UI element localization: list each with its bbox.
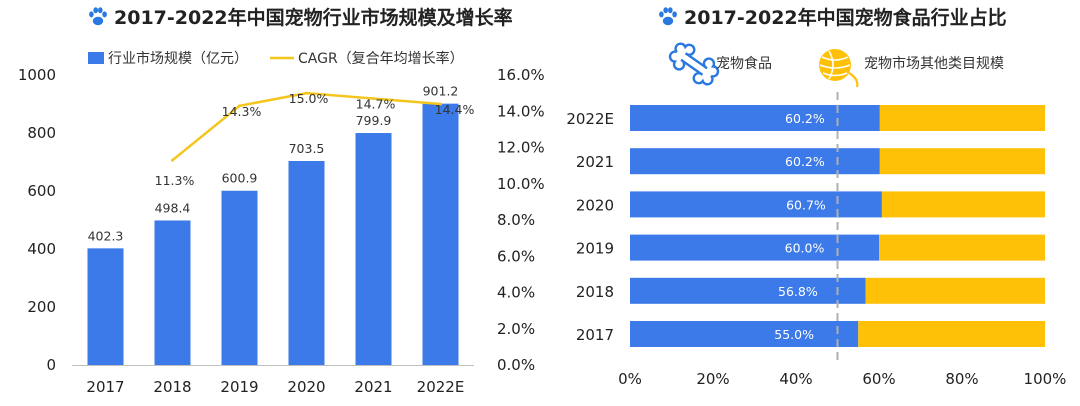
legend-food-label: 宠物食品 — [716, 55, 772, 72]
y-tick-label: 400 — [27, 240, 56, 258]
x-tick-label: 80% — [945, 370, 978, 388]
bar-other — [865, 277, 1045, 304]
y2-tick-label: 12.0% — [497, 139, 545, 157]
left-chart-title: 2017-2022年中国宠物行业市场规模及增长率 — [114, 6, 513, 29]
bar-food — [630, 277, 866, 304]
x-tick-label: 20% — [696, 370, 729, 388]
bar-food-data-label: 60.2% — [785, 154, 825, 169]
bar-food-data-label: 56.8% — [778, 284, 818, 299]
bar — [288, 160, 325, 365]
y2-tick-label: 10.0% — [497, 175, 545, 193]
x-tick-label: 2017 — [86, 378, 124, 396]
bar-data-label: 901.2 — [423, 84, 459, 99]
y2-tick-label: 16.0% — [497, 66, 545, 84]
yarn-ball-icon — [819, 49, 859, 88]
bar — [355, 133, 392, 365]
bar-other — [879, 105, 1045, 131]
y-tick-label: 600 — [27, 182, 56, 200]
bar-other — [881, 191, 1045, 218]
right-legend: 宠物食品 宠物市场其他类目规模 — [668, 42, 1004, 88]
cagr-data-label: 11.3% — [155, 173, 195, 188]
x-tick-label: 2022E — [417, 378, 465, 396]
bar-food — [630, 321, 859, 347]
bar-other — [858, 321, 1045, 347]
y-tick-label: 2017 — [576, 326, 614, 344]
bar-food-data-label: 60.0% — [785, 241, 825, 256]
left-title-group: 2017-2022年中国宠物行业市场规模及增长率 — [89, 6, 513, 29]
bar-food-data-label: 60.2% — [785, 111, 825, 126]
cagr-point — [305, 91, 308, 95]
cagr-point — [439, 102, 442, 106]
bar-food — [630, 148, 880, 175]
cagr-point — [372, 97, 375, 101]
bar-data-label: 402.3 — [88, 228, 124, 243]
bar — [422, 103, 459, 365]
bar-data-label: 600.9 — [222, 171, 258, 186]
y-tick-label: 800 — [27, 124, 56, 142]
bar-food — [630, 105, 880, 131]
legend-bar-label: 行业市场规模（亿元） — [108, 50, 248, 67]
cagr-data-label: 15.0% — [289, 91, 329, 106]
x-tick-label: 2019 — [220, 378, 258, 396]
bar — [87, 248, 124, 365]
bar-other — [879, 234, 1045, 261]
y-tick-label: 2018 — [576, 283, 614, 301]
y-tick-label: 0 — [46, 356, 56, 374]
x-tick-label: 40% — [779, 370, 812, 388]
y2-tick-label: 6.0% — [497, 247, 535, 265]
y2-tick-label: 4.0% — [497, 284, 535, 302]
paw-icon — [659, 7, 677, 26]
y2-tick-label: 14.0% — [497, 102, 545, 120]
bar-data-label: 498.4 — [155, 200, 191, 215]
bar — [221, 190, 258, 365]
y-tick-label: 1000 — [18, 66, 56, 84]
x-tick-label: 100% — [1024, 370, 1067, 388]
right-chart: 60.2% 2022E 60.2% 2021 60.7% 2020 60.0% 2019 56.… — [566, 92, 1066, 388]
bone-icon — [668, 42, 720, 86]
bar-food — [630, 234, 879, 261]
cagr-data-label: 14.3% — [222, 104, 262, 119]
y-tick-label: 2020 — [576, 196, 614, 214]
y-tick-label: 2022E — [566, 110, 614, 128]
right-chart-title: 2017-2022年中国宠物食品行业占比 — [684, 6, 1007, 29]
left-chart: 0 200 400 600 800 1000 0.0% 2.0% 4.0% 6.0% 8.0% 10.… — [18, 66, 545, 396]
y2-tick-label: 0.0% — [497, 356, 535, 374]
legend-bar-swatch — [88, 52, 104, 64]
bar-data-label: 799.9 — [356, 113, 392, 128]
x-tick-label: 2021 — [354, 378, 392, 396]
bar-other — [879, 148, 1045, 175]
x-tick-label: 0% — [618, 370, 642, 388]
cagr-data-label: 14.7% — [356, 97, 396, 112]
bar-food — [630, 191, 882, 218]
cagr-point — [171, 158, 174, 162]
y2-tick-label: 2.0% — [497, 320, 535, 338]
left-legend: 行业市场规模（亿元） CAGR（复合年均增长率） — [88, 50, 464, 67]
x-tick-label: 60% — [862, 370, 895, 388]
right-title-group: 2017-2022年中国宠物食品行业占比 — [659, 6, 1007, 29]
cagr-data-label: 14.4% — [435, 102, 475, 117]
cagr-point — [238, 104, 241, 108]
y-tick-label: 2021 — [576, 153, 614, 171]
bar-data-label: 703.5 — [289, 141, 325, 156]
x-tick-label: 2020 — [287, 378, 325, 396]
bar-food-data-label: 60.7% — [786, 197, 826, 212]
y-tick-label: 2019 — [576, 240, 614, 258]
y2-tick-label: 8.0% — [497, 211, 535, 229]
paw-icon — [89, 7, 107, 26]
legend-other-label: 宠物市场其他类目规模 — [864, 55, 1004, 72]
legend-line-label: CAGR（复合年均增长率） — [298, 50, 464, 67]
y-tick-label: 200 — [27, 298, 56, 316]
bar — [154, 220, 191, 365]
x-tick-label: 2018 — [153, 378, 191, 396]
bar-food-data-label: 55.0% — [774, 327, 814, 342]
